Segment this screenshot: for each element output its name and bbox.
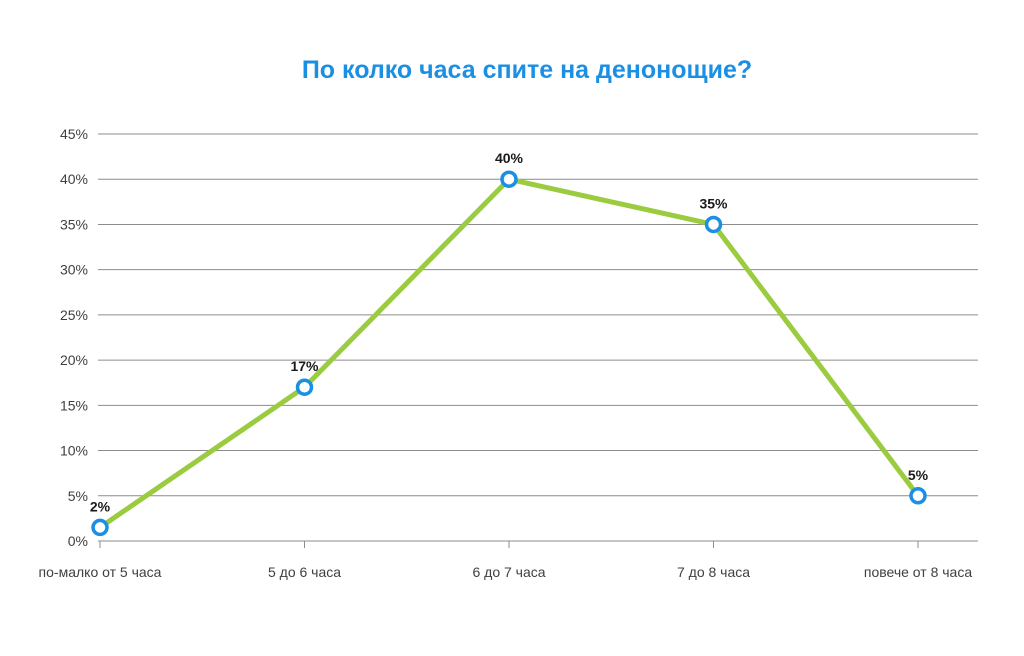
series-line-layer [97, 176, 921, 530]
y-tick-label: 10% [60, 443, 88, 459]
y-tick-label: 20% [60, 352, 88, 368]
x-axis [98, 540, 978, 548]
y-tick-label: 35% [60, 216, 88, 232]
x-axis-tick-labels: по-малко от 5 часа 5 до 6 часа 6 до 7 часа… [39, 564, 973, 580]
x-tick-label: по-малко от 5 часа [39, 564, 162, 580]
y-axis-tick-labels: 0% 5% 10% 15% 20% 25% 30% 35% 40% 45% [60, 126, 88, 549]
y-tick-label: 25% [60, 307, 88, 323]
data-label: 17% [290, 358, 319, 374]
data-point-marker [704, 215, 723, 234]
y-tick-label: 45% [60, 126, 88, 142]
data-labels: 2% 17% 40% 35% 5% [90, 150, 929, 514]
y-tick-label: 5% [68, 488, 88, 504]
x-tick-label: 7 до 8 часа [677, 564, 750, 580]
data-point-marker [909, 487, 927, 505]
y-tick-label: 30% [60, 262, 88, 278]
chart-title: По колко часа спите на денонощие? [301, 56, 753, 84]
data-point-marker [91, 518, 109, 537]
y-tick-label: 15% [60, 397, 88, 413]
x-tick-label: 5 до 6 часа [268, 564, 341, 580]
data-point-marker [295, 378, 314, 396]
y-tick-label: 0% [68, 533, 88, 549]
data-label: 40% [495, 150, 524, 166]
x-tick-label: повече от 8 часа [864, 564, 972, 580]
data-label: 35% [699, 195, 728, 211]
x-tick-label: 6 до 7 часа [472, 564, 545, 580]
data-point-marker [500, 170, 518, 188]
data-label: 2% [90, 498, 111, 514]
y-tick-label: 40% [60, 171, 88, 187]
series-line [97, 176, 921, 530]
data-label: 5% [908, 467, 929, 483]
gridlines [98, 133, 978, 497]
point-markers [91, 170, 927, 537]
